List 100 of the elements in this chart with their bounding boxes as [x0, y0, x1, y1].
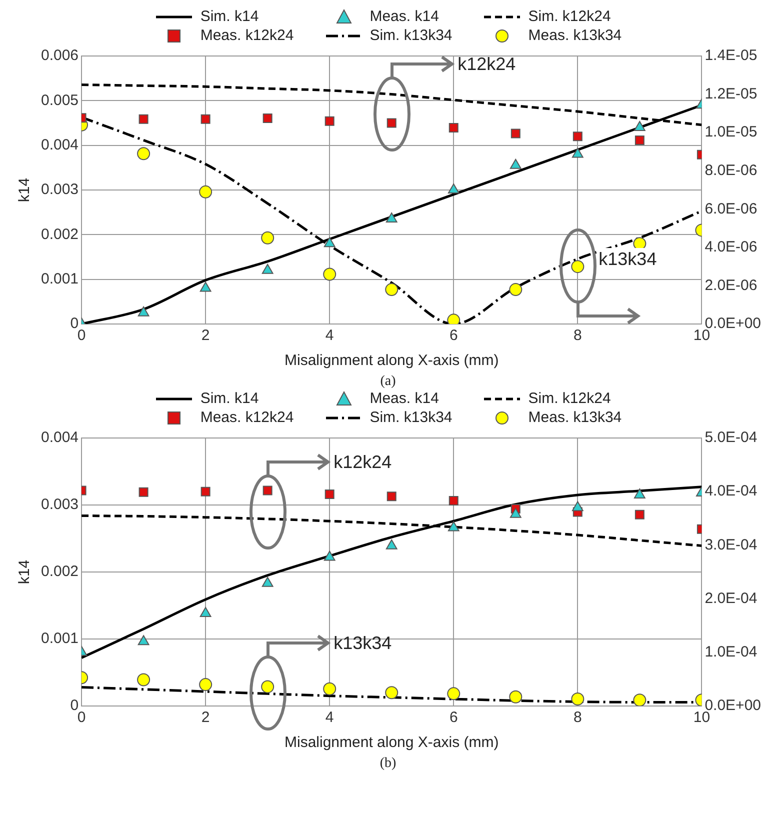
point: [262, 114, 272, 124]
annotation: k12k24: [458, 53, 516, 76]
point: [448, 123, 458, 133]
point: [509, 283, 522, 296]
x-tick-label: 6: [449, 327, 458, 344]
point: [200, 114, 210, 124]
point: [572, 132, 582, 142]
point: [324, 237, 336, 248]
point: [634, 510, 644, 520]
point: [200, 486, 210, 496]
annotation: k13k34: [334, 632, 392, 654]
legend-label: Sim. k13k34: [370, 409, 452, 426]
point: [571, 260, 584, 274]
legend-label: Meas. k12k24: [200, 409, 294, 426]
y-tick-label: 0.004: [40, 136, 79, 154]
legend-label: Meas. k13k34: [528, 409, 622, 426]
x-tick-label: 8: [573, 327, 582, 344]
x-tick-label: 6: [449, 709, 458, 726]
point: [448, 496, 458, 506]
y-tick-label: 0.001: [40, 270, 79, 288]
y-tick-label: 0: [70, 315, 79, 332]
point: [447, 314, 460, 324]
point: [509, 690, 522, 704]
y2-tick-label: 4.0E-04: [704, 482, 758, 500]
point: [323, 268, 336, 281]
legend-label: Meas. k12k24: [200, 27, 294, 44]
y2-tick-label: 2.0E-04: [704, 590, 758, 608]
y-tick-label: 0.005: [40, 92, 79, 109]
y2-tick-label: 4.0E-06: [704, 238, 758, 256]
text: (a): [379, 374, 397, 390]
x-axis-title: Misalignment along X-axis (mm): [284, 734, 499, 752]
y2-tick-label: 5.0E-04: [704, 429, 758, 446]
text: (b): [378, 756, 398, 772]
point: [137, 673, 150, 686]
point: [386, 212, 398, 223]
point: [138, 306, 150, 316]
point: [199, 185, 212, 198]
point: [385, 283, 398, 296]
point: [510, 158, 522, 169]
legend-label: Sim. k14: [200, 390, 259, 408]
point: [323, 682, 336, 696]
x-tick-label: 4: [325, 327, 334, 344]
point: [324, 116, 334, 126]
point: [386, 118, 396, 128]
point: [324, 490, 334, 500]
y2-tick-label: 1.0E-04: [704, 644, 758, 661]
point: [386, 492, 396, 502]
point: [262, 577, 274, 588]
point: [634, 121, 646, 132]
point: [138, 635, 150, 646]
y-tick-label: 0: [70, 697, 79, 714]
y-tick-label: 0.003: [40, 496, 79, 514]
legend-label: Sim. k12k24: [528, 390, 611, 408]
point: [138, 114, 148, 124]
y-tick-label: 0.002: [40, 563, 79, 580]
x-tick-label: 2: [201, 327, 210, 344]
legend-label: Meas. k14: [370, 8, 439, 25]
point: [510, 128, 520, 138]
point: [633, 694, 646, 706]
point: [262, 486, 272, 496]
y-tick-label: 0.006: [40, 47, 79, 64]
x-tick-label: 8: [573, 709, 582, 726]
point: [447, 687, 460, 700]
legend-label: Sim. k14: [200, 8, 259, 25]
point: [262, 264, 274, 274]
legend-label: Meas. k14: [370, 390, 439, 408]
y-tick-label: 0.002: [40, 226, 79, 243]
y2-tick-label: 3.0E-04: [704, 536, 758, 554]
point: [386, 539, 398, 550]
legend-label: Sim. k13k34: [370, 27, 452, 44]
point: [634, 488, 646, 499]
point: [138, 488, 148, 498]
point: [137, 147, 150, 160]
y-axis-title: k14: [16, 178, 34, 202]
y2-tick-label: 2.0E-06: [704, 276, 758, 294]
point: [261, 680, 274, 694]
y-axis-title: k14: [16, 560, 34, 584]
point: [385, 686, 398, 700]
x-tick-label: 4: [325, 709, 334, 726]
y2-tick-label: 1.2E-05: [704, 85, 758, 102]
point: [199, 678, 212, 692]
point: [448, 184, 460, 194]
y-tick-label: 0.001: [40, 630, 79, 648]
legend-label: Sim. k12k24: [528, 8, 611, 25]
y2-tick-label: 8.0E-06: [704, 162, 758, 180]
point: [200, 282, 212, 292]
x-axis-title: Misalignment along X-axis (mm): [284, 352, 499, 370]
annotation: k12k24: [334, 450, 392, 473]
y2-tick-label: 1.4E-05: [704, 47, 758, 64]
x-tick-label: 10: [693, 327, 710, 344]
point: [261, 231, 274, 244]
point: [572, 148, 584, 158]
point: [200, 607, 212, 618]
x-tick-label: 10: [693, 709, 710, 726]
y2-tick-label: 6.0E-06: [704, 200, 758, 218]
y-tick-label: 0.004: [40, 429, 79, 446]
point: [634, 136, 644, 146]
point: [324, 550, 336, 561]
legend-label: Meas. k13k34: [528, 27, 622, 44]
annotation: k13k34: [598, 248, 657, 270]
